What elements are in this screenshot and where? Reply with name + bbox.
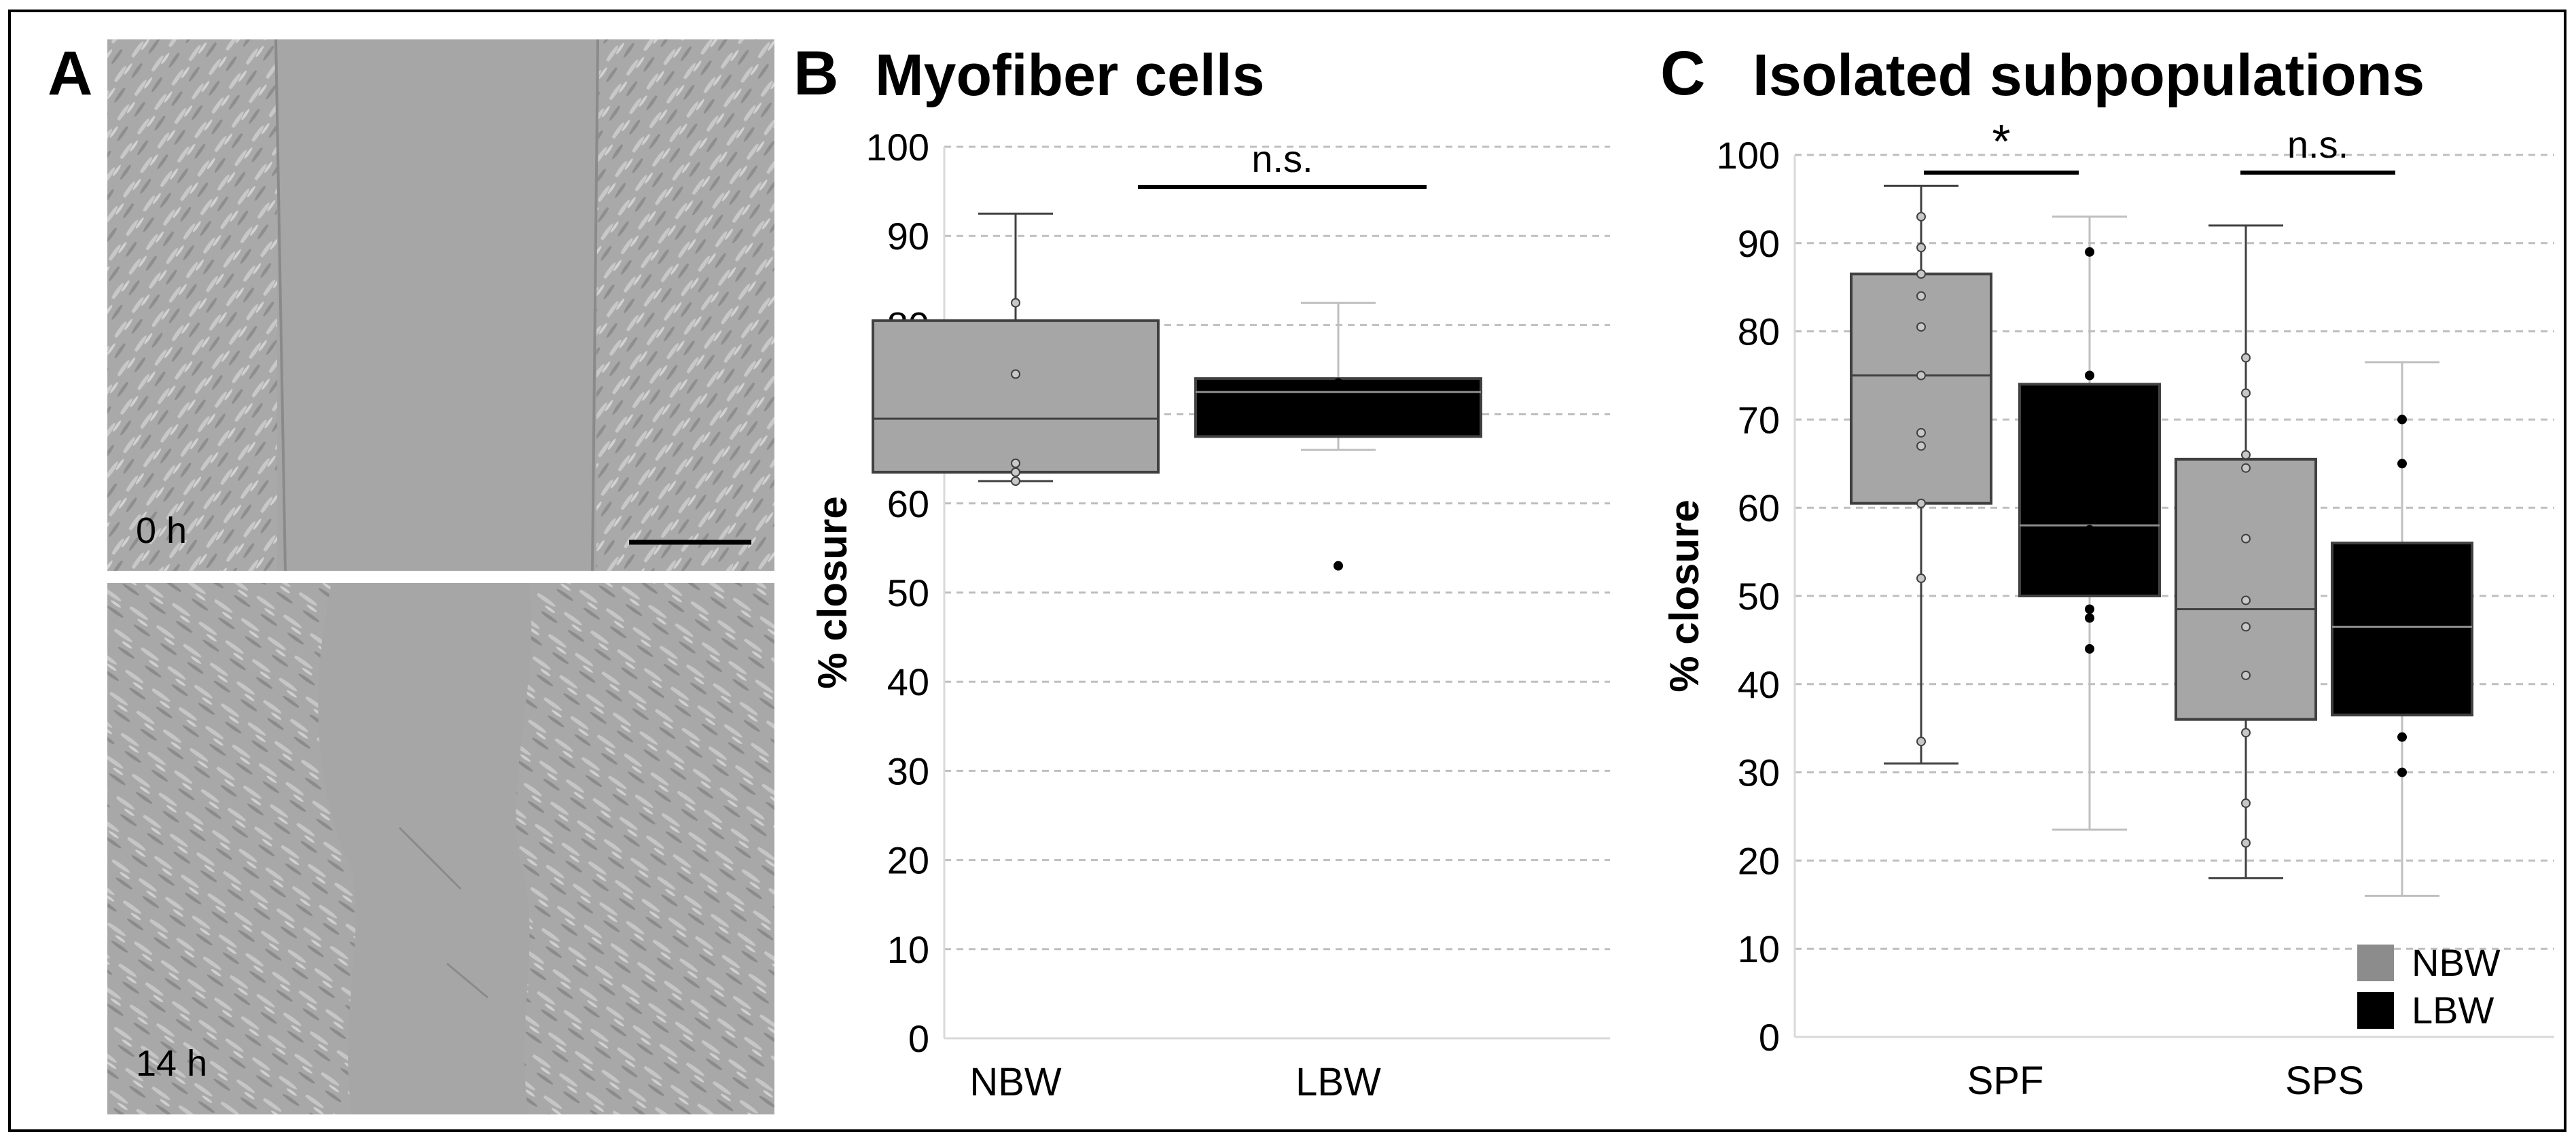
chart-b-ytick-label: 20 [887, 839, 929, 882]
chart-c-point-sps-lbw [2397, 599, 2407, 610]
chart-c-y-axis-label: % closure [1662, 499, 1707, 692]
chart-c-point-sps-nbw [2241, 353, 2251, 363]
chart-b-ytick-label: 60 [887, 482, 929, 525]
chart-b-point-nbw [1011, 458, 1020, 468]
chart-b-ytick-label: 30 [887, 750, 929, 792]
chart-c-point-spf-lbw [2085, 476, 2094, 487]
chart-c-ytick-label: 20 [1738, 839, 1780, 882]
chart-c-box-sps-nbw [2175, 457, 2317, 721]
chart-b-ytick-label: 90 [887, 215, 929, 258]
chart-c-legend-swatch-nbw [2357, 945, 2394, 981]
chart-c-point-sps-nbw [2241, 622, 2251, 632]
chart-b-point-nbw [1011, 298, 1020, 308]
chart-c-point-spf-nbw [1916, 737, 1926, 747]
chart-c-point-sps-lbw [2397, 648, 2407, 658]
chart-c-point-spf-nbw [1916, 322, 1926, 332]
chart-c-point-sps-nbw [2241, 533, 2251, 544]
chart-c-point-spf-lbw [2085, 613, 2094, 623]
chart-b-point-lbw [1334, 395, 1343, 406]
chart-c-significance-label: n.s. [2287, 123, 2348, 166]
chart-b-ytick-label: 100 [866, 126, 929, 169]
chart-b-point-nbw [1011, 369, 1020, 379]
chart-c-ytick-label: 10 [1738, 928, 1780, 970]
chart-c-ytick-label: 100 [1717, 134, 1780, 177]
panel-a-letter: A [48, 39, 93, 108]
chart-c-point-spf-nbw [1916, 291, 1926, 301]
chart-c-ytick-label: 40 [1738, 663, 1780, 706]
chart-c-ytick-label: 50 [1738, 575, 1780, 618]
chart-c-point-sps-nbw [2241, 728, 2251, 738]
chart-c-point-spf-nbw [1916, 243, 1926, 253]
chart-c-point-spf-lbw [2085, 542, 2094, 552]
chart-b-point-lbw [1334, 561, 1343, 571]
chart-c-category-label: SPF [1967, 1059, 2044, 1103]
chart-c-point-sps-lbw [2397, 415, 2407, 425]
chart-c-point-spf-lbw [2085, 406, 2094, 416]
panel-b-title: Myofiber cells [875, 43, 1265, 108]
chart-c-point-spf-nbw [1916, 498, 1926, 508]
time-label-0h: 0 h [136, 510, 187, 551]
chart-c-point-spf-lbw [2085, 556, 2094, 566]
chart-c-ytick-label: 60 [1738, 487, 1780, 529]
chart-c-legend-swatch-lbw [2357, 992, 2394, 1029]
micrograph-14h: 14 h [107, 583, 774, 1114]
chart-c-point-sps-nbw [2241, 388, 2251, 398]
chart-c-point-spf-nbw [1916, 269, 1926, 279]
micrograph-0h: 0 h [107, 39, 774, 571]
chart-c-ytick-label: 90 [1738, 222, 1780, 265]
chart-b-point-nbw [1011, 476, 1020, 486]
chart-c-ytick-label: 80 [1738, 311, 1780, 353]
chart-b-y-axis-label: % closure [810, 496, 855, 688]
time-label-14h: 14 h [136, 1043, 208, 1084]
chart-b-significance-label: n.s. [1251, 137, 1312, 180]
chart-c-point-sps-lbw [2397, 732, 2407, 742]
chart-c-point-spf-nbw [1916, 441, 1926, 451]
panel-b-letter: B [793, 39, 839, 108]
micrograph-0h-image [107, 39, 774, 571]
panel-c-title: Isolated subpopulations [1753, 43, 2425, 108]
chart-c-point-sps-nbw [2241, 670, 2251, 680]
chart-c-ytick-label: 0 [1759, 1016, 1780, 1059]
chart-b-box-lbw [1194, 377, 1482, 438]
chart-b-box-nbw [872, 319, 1160, 474]
chart-c-point-sps-nbw [2241, 450, 2251, 460]
chart-b-point-lbw [1334, 378, 1343, 388]
micrograph-14h-image [107, 583, 774, 1114]
chart-c-legend-label-nbw: NBW [2412, 941, 2501, 984]
chart-c-point-spf-nbw [1916, 370, 1926, 381]
chart-c-point-sps-lbw [2397, 767, 2407, 777]
chart-b-ytick-label: 0 [908, 1017, 929, 1060]
chart-c-point-sps-nbw [2241, 463, 2251, 473]
chart-c-point-sps-lbw [2397, 701, 2407, 711]
chart-c-point-spf-lbw [2085, 604, 2094, 614]
chart-c-point-sps-lbw [2397, 459, 2407, 469]
chart-c-point-spf-nbw [1916, 427, 1926, 438]
chart-c-point-spf-lbw [2085, 370, 2094, 381]
chart-b-ytick-label: 50 [887, 571, 929, 614]
panel-c-letter: C [1660, 39, 1706, 108]
chart-c-point-sps-nbw [2241, 838, 2251, 848]
chart-b-ytick-label: 40 [887, 660, 929, 703]
chart-c-point-spf-nbw [1916, 211, 1926, 222]
chart-c-legend-label-lbw: LBW [2412, 989, 2494, 1032]
chart-b-category-label: NBW [969, 1060, 1062, 1104]
chart-c-category-label: SPS [2285, 1059, 2364, 1103]
chart-c-point-sps-nbw [2241, 798, 2251, 809]
chart-c-box-spf-nbw [1850, 272, 1992, 505]
chart-c-point-spf-lbw [2085, 644, 2094, 654]
chart-c: 0 10 20 30 40 50 60 70 80 90 100 % closure SPF SPS * n.… [1662, 115, 2554, 1103]
chart-c-point-spf-nbw [1916, 574, 1926, 584]
chart-b-category-label: LBW [1295, 1060, 1381, 1104]
chart-c-point-spf-lbw [2085, 525, 2094, 535]
chart-c-point-sps-nbw [2241, 595, 2251, 605]
chart-b-point-nbw [1011, 467, 1020, 477]
chart-c-significance-label: * [1992, 115, 2010, 168]
chart-c-point-sps-lbw [2397, 569, 2407, 579]
chart-c-ytick-label: 30 [1738, 752, 1780, 794]
chart-b-ytick-label: 10 [887, 928, 929, 971]
chart-c-point-spf-lbw [2085, 247, 2094, 257]
chart-c-ytick-label: 70 [1738, 398, 1780, 441]
